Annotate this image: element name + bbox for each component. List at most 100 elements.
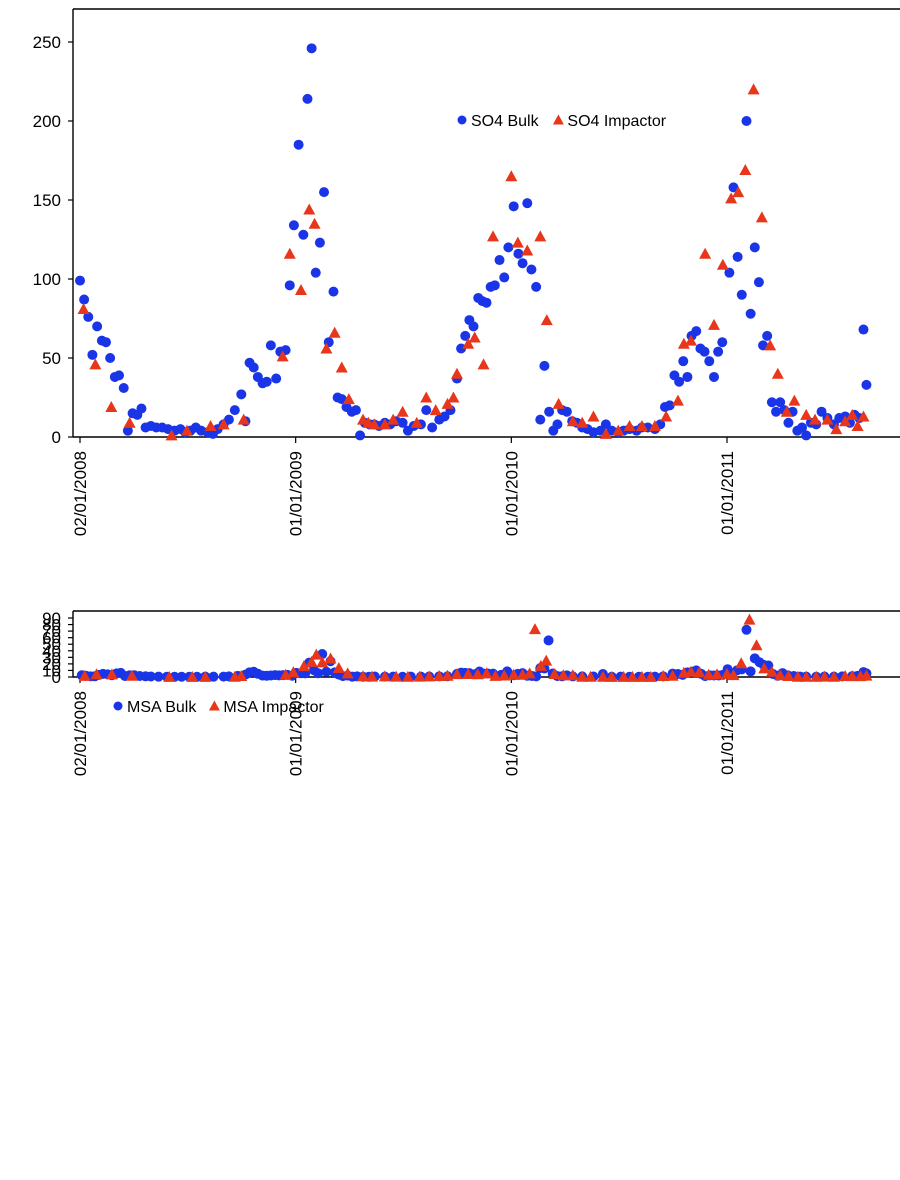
data-point-msa-impactor: [78, 669, 91, 681]
data-point-so4-impactor: [739, 163, 752, 175]
data-point-so4-bulk: [797, 422, 808, 433]
data-point-msa-impactor: [378, 670, 391, 682]
data-point-so4-impactor: [204, 419, 217, 431]
data-point-msa-impactor: [540, 654, 553, 666]
data-point-msa-impactor: [644, 670, 657, 682]
data-point-so4-bulk: [526, 264, 537, 275]
data-point-so4-impactor: [328, 326, 341, 338]
data-point-so4-bulk: [816, 406, 827, 417]
data-point-msa-bulk: [153, 671, 164, 682]
data-point-msa-impactor: [305, 655, 318, 667]
data-point-so4-impactor: [725, 192, 738, 204]
data-point-so4-bulk: [248, 362, 259, 373]
data-point-so4-impactor: [105, 400, 118, 412]
data-point-so4-bulk: [489, 280, 500, 291]
legend-marker: [208, 700, 220, 711]
data-point-so4-bulk: [539, 360, 550, 371]
data-point-msa-impactor: [390, 670, 403, 682]
data-point-so4-bulk: [355, 430, 366, 441]
data-point-msa-impactor: [818, 670, 831, 682]
data-point-so4-impactor: [387, 413, 400, 425]
data-point-so4-bulk: [709, 371, 720, 382]
data-point-so4-bulk: [861, 379, 872, 390]
data-point-msa-bulk: [176, 671, 187, 682]
data-point-so4-bulk: [271, 373, 282, 384]
data-point-msa-impactor: [498, 669, 511, 681]
data-point-msa-impactor: [507, 668, 520, 680]
data-point-so4-bulk: [439, 411, 450, 422]
data-point-so4-impactor: [552, 397, 565, 409]
data-point-msa-impactor: [471, 668, 484, 680]
data-point-so4-bulk: [113, 370, 124, 381]
data-point-msa-bulk: [145, 671, 156, 682]
y-tick-label: 250: [33, 33, 61, 52]
data-point-so4-impactor: [612, 424, 625, 436]
data-point-so4-impactor: [420, 391, 433, 403]
data-point-msa-impactor: [235, 670, 248, 682]
data-point-so4-bulk: [674, 376, 685, 387]
data-point-so4-bulk: [801, 430, 812, 441]
data-point-so4-bulk: [664, 400, 675, 411]
data-point-so4-impactor: [809, 413, 822, 425]
data-point-so4-bulk: [753, 277, 764, 288]
data-point-msa-impactor: [528, 623, 541, 635]
data-point-so4-bulk: [481, 297, 492, 308]
data-point-so4-bulk: [682, 371, 693, 382]
data-point-so4-impactor: [755, 211, 768, 223]
data-point-so4-bulk: [397, 417, 408, 428]
data-point-msa-bulk: [321, 666, 332, 677]
data-point-so4-bulk: [741, 116, 752, 126]
y-tick-label: 30: [42, 648, 61, 667]
data-point-msa-impactor: [287, 666, 300, 678]
data-point-msa-bulk: [741, 624, 752, 635]
data-point-so4-impactor: [660, 410, 673, 422]
data-point-so4-bulk: [552, 419, 563, 430]
data-point-so4-impactor: [851, 419, 864, 431]
data-point-so4-bulk: [293, 139, 304, 150]
data-point-so4-bulk: [522, 198, 533, 209]
data-point-so4-impactor: [671, 394, 684, 406]
data-point-so4-bulk: [745, 308, 756, 319]
data-point-msa-impactor: [125, 669, 138, 681]
data-point-so4-bulk: [513, 248, 524, 259]
x-tick-label: 01/01/2010: [502, 691, 521, 776]
data-point-so4-impactor: [396, 405, 409, 417]
data-point-msa-impactor: [666, 669, 679, 681]
data-point-so4-bulk: [100, 337, 111, 348]
data-point-msa-impactor: [765, 665, 778, 677]
data-point-msa-impactor: [617, 670, 630, 682]
data-point-so4-bulk: [691, 326, 702, 337]
data-point-so4-bulk: [535, 414, 546, 425]
x-tick-label: 01/01/2010: [502, 451, 521, 536]
data-point-so4-bulk: [79, 294, 90, 305]
data-point-so4-bulk: [92, 321, 103, 332]
data-point-so4-impactor: [378, 418, 391, 430]
data-point-so4-bulk: [713, 346, 724, 357]
y-tick-label: 80: [42, 616, 61, 635]
data-point-so4-impactor: [684, 334, 697, 346]
data-point-so4-bulk: [427, 422, 438, 433]
data-point-so4-impactor: [648, 419, 661, 431]
data-point-so4-bulk: [298, 229, 309, 240]
data-point-msa-impactor: [186, 670, 199, 682]
data-point-so4-bulk: [762, 330, 773, 341]
data-point-so4-bulk: [265, 340, 276, 351]
data-point-so4-impactor: [771, 367, 784, 379]
data-point-so4-bulk: [858, 324, 869, 335]
data-point-so4-bulk: [284, 280, 295, 291]
data-point-so4-bulk: [87, 349, 98, 360]
data-point-msa-impactor: [199, 670, 212, 682]
data-point-msa-impactor: [324, 652, 337, 664]
y-tick-label: 50: [42, 635, 61, 654]
data-point-msa-impactor: [523, 667, 536, 679]
data-point-so4-impactor: [308, 217, 321, 229]
legend-label: SO4 Impactor: [567, 113, 666, 130]
data-point-msa-impactor: [684, 665, 697, 677]
y-tick-label: 50: [42, 349, 61, 368]
x-tick-label: 01/01/2011: [718, 451, 737, 535]
data-point-so4-bulk: [600, 419, 611, 430]
data-point-msa-impactor: [810, 670, 823, 682]
data-point-so4-bulk: [421, 405, 432, 416]
legend-marker: [113, 701, 123, 711]
y-tick-label: 200: [33, 112, 61, 131]
